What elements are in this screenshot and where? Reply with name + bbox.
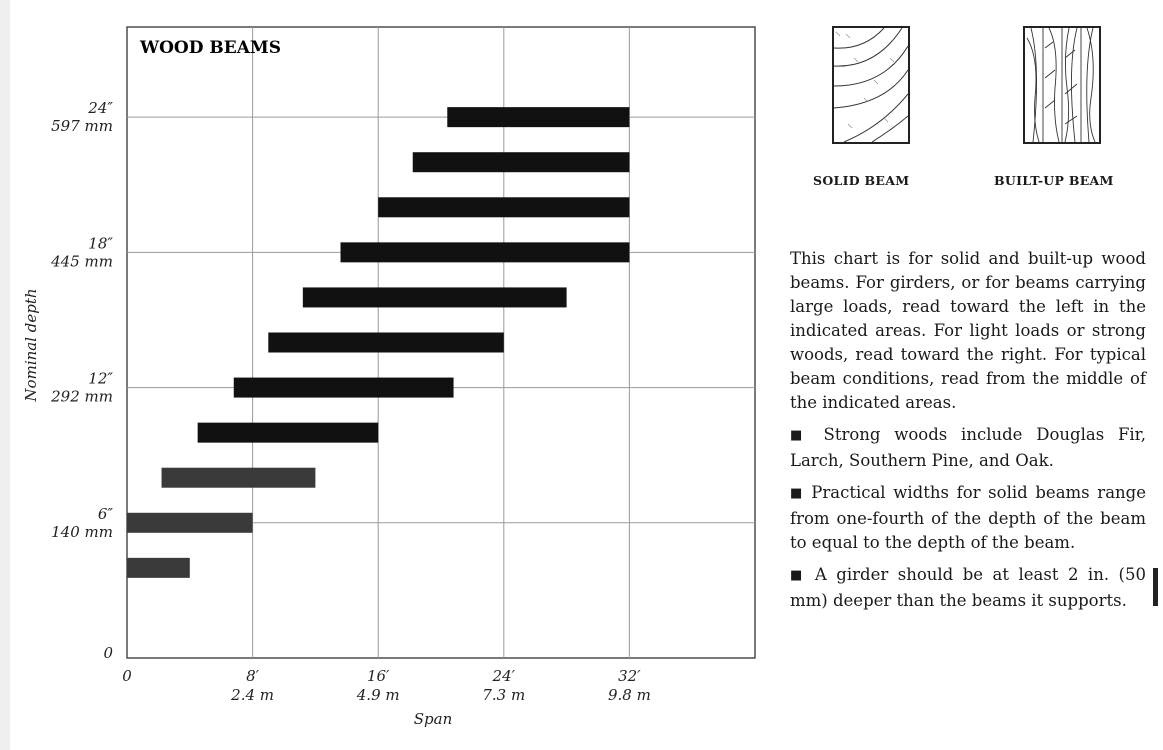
x-tick-metric-label: 4.9 m: [356, 686, 400, 704]
y-tick-metric-label: 597 mm: [51, 117, 113, 135]
beam-range-bar: [268, 332, 504, 353]
solid-beam-diagram: [832, 26, 910, 144]
bullet-girder-depth: A girder should be at least 2 in. (50 mm…: [790, 563, 1146, 613]
intro-paragraph: This chart is for solid and built-up woo…: [790, 249, 1146, 412]
y-tick-metric-label: 445 mm: [50, 252, 113, 270]
x-tick-label: 32′: [618, 667, 641, 685]
x-tick-label: 8′: [246, 667, 260, 685]
x-tick-label: 16′: [367, 667, 390, 685]
x-tick-label: 24′: [492, 667, 516, 685]
beam-range-bar: [302, 287, 567, 308]
builtup-beam-grain-icon: [1026, 27, 1096, 143]
builtup-beam-caption: BUILT-UP BEAM: [994, 173, 1114, 188]
x-tick-metric-label: 9.8 m: [608, 686, 651, 704]
builtup-beam-diagram: [1023, 26, 1101, 144]
y-tick-labels: 0 6″140 mm 12″292 mm 18″445 mm 24″597 mm: [50, 99, 113, 662]
x-tick-labels: 0 8′2.4 m 16′4.9 m 24′7.3 m 32′9.8 m: [122, 667, 651, 704]
beam-range-bar: [197, 422, 379, 443]
beam-range-bar: [378, 197, 630, 218]
bullet-strong-woods: Strong woods include Douglas Fir, Larch,…: [790, 423, 1146, 473]
solid-beam-grain-icon: [833, 27, 909, 143]
y-tick-label: 6″: [98, 505, 114, 523]
explanation-text: This chart is for solid and built-up woo…: [790, 247, 1146, 621]
beam-range-bar: [161, 467, 316, 488]
x-axis-label: Span: [414, 710, 452, 728]
x-tick-metric-label: 7.3 m: [482, 686, 525, 704]
y-axis-label: Nominal depth: [22, 288, 40, 402]
chart-title: WOOD BEAMS: [139, 38, 281, 58]
bullet-practical-widths: Practical widths for solid beams range f…: [790, 481, 1146, 555]
solid-beam-caption: SOLID BEAM: [813, 173, 910, 188]
beam-range-bar: [340, 242, 630, 263]
beam-range-bar: [127, 557, 190, 578]
x-tick-label: 0: [122, 667, 132, 685]
page-edge-mark: [1153, 568, 1158, 606]
y-tick-label: 18″: [88, 234, 113, 252]
beam-range-bar: [233, 377, 454, 398]
y-tick-label: 0: [103, 644, 113, 662]
chart-bars: [127, 107, 630, 578]
wood-beams-chart: WOOD BEAMS 0 6″140 mm 12″292 mm 18″445 mm 24…: [22, 26, 756, 728]
y-tick-metric-label: 292 mm: [50, 388, 113, 406]
y-tick-metric-label: 140 mm: [51, 523, 113, 541]
y-tick-label: 12″: [88, 370, 113, 388]
scan-edge: [0, 0, 10, 750]
beam-range-bar: [412, 152, 630, 173]
beam-range-bar: [447, 107, 630, 128]
beam-range-bar: [127, 512, 253, 533]
y-tick-label: 24″: [87, 99, 113, 117]
x-tick-metric-label: 2.4 m: [230, 686, 274, 704]
